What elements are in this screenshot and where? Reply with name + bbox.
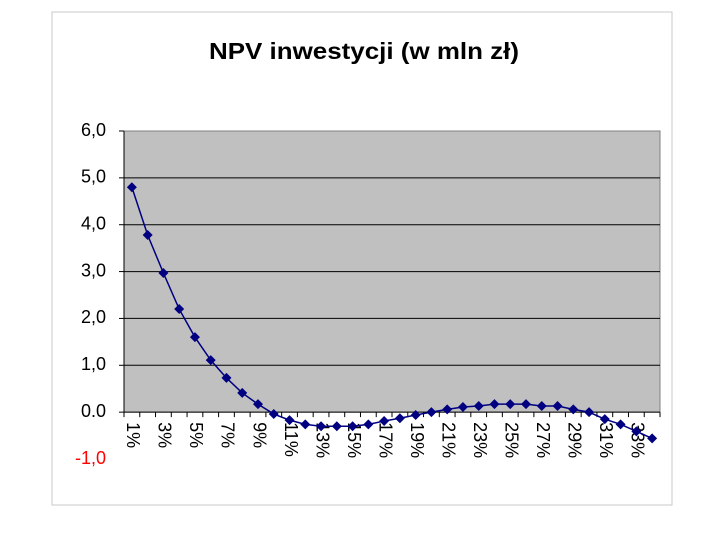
y-tick-label: 3,0 — [81, 260, 106, 280]
x-tick-label: 25% — [501, 422, 521, 458]
marker — [158, 267, 169, 278]
marker — [268, 409, 279, 420]
marker — [189, 332, 200, 343]
y-tick-label: 6,0 — [81, 120, 106, 140]
x-tick-label: 1% — [123, 422, 143, 448]
chart-title: NPV inwestycji (w mln zł) — [209, 38, 519, 64]
marker — [253, 399, 263, 410]
x-tick-label: 19% — [407, 422, 427, 458]
y-tick-label: 0.0 — [81, 401, 106, 421]
marker — [300, 419, 311, 430]
marker — [521, 399, 531, 410]
marker — [174, 304, 185, 315]
x-tick-label: 11% — [281, 422, 301, 457]
y-tick-label: 4,0 — [81, 213, 106, 233]
marker — [505, 399, 516, 410]
x-tick-label: 31% — [596, 422, 616, 458]
x-tick-label: 29% — [565, 422, 585, 458]
marker — [237, 387, 248, 398]
marker — [536, 401, 547, 412]
y-tick-label: 1,0 — [81, 354, 106, 374]
marker — [284, 415, 295, 426]
marker — [647, 433, 658, 444]
x-tick-label: 9% — [249, 422, 269, 448]
marker — [379, 416, 390, 427]
marker — [584, 407, 595, 418]
marker — [489, 399, 500, 410]
x-tick-label: 3% — [155, 422, 175, 448]
marker — [394, 413, 405, 424]
x-tick-label: 21% — [438, 422, 458, 458]
marker — [599, 414, 610, 425]
y-tick-label: 2,0 — [81, 307, 106, 327]
marker — [142, 230, 153, 241]
marker — [316, 421, 327, 432]
y-tick-label: 5,0 — [81, 167, 106, 187]
marker — [615, 419, 626, 430]
x-tick-label: 17% — [375, 422, 395, 458]
x-tick-label: 27% — [533, 422, 553, 458]
x-tick-label: 13% — [312, 422, 332, 458]
x-tick-label: 15% — [344, 422, 364, 458]
x-tick-label: 23% — [470, 422, 490, 458]
marker — [363, 419, 374, 430]
marker — [568, 404, 579, 415]
line — [131, 186, 653, 440]
marker — [442, 404, 453, 415]
marker — [205, 355, 216, 366]
y-tick-label: -1,0 — [75, 448, 106, 468]
marker — [552, 401, 563, 412]
marker — [331, 421, 342, 432]
marker — [347, 421, 358, 432]
marker — [631, 426, 642, 437]
marker — [221, 372, 232, 383]
x-tick-label: 7% — [218, 422, 238, 448]
marker — [410, 409, 421, 420]
marker — [457, 401, 468, 412]
x-tick-label: 33% — [628, 422, 648, 458]
x-tick-label: 5% — [186, 422, 206, 448]
marker — [473, 401, 484, 412]
marker — [426, 407, 437, 418]
marker — [126, 182, 137, 193]
